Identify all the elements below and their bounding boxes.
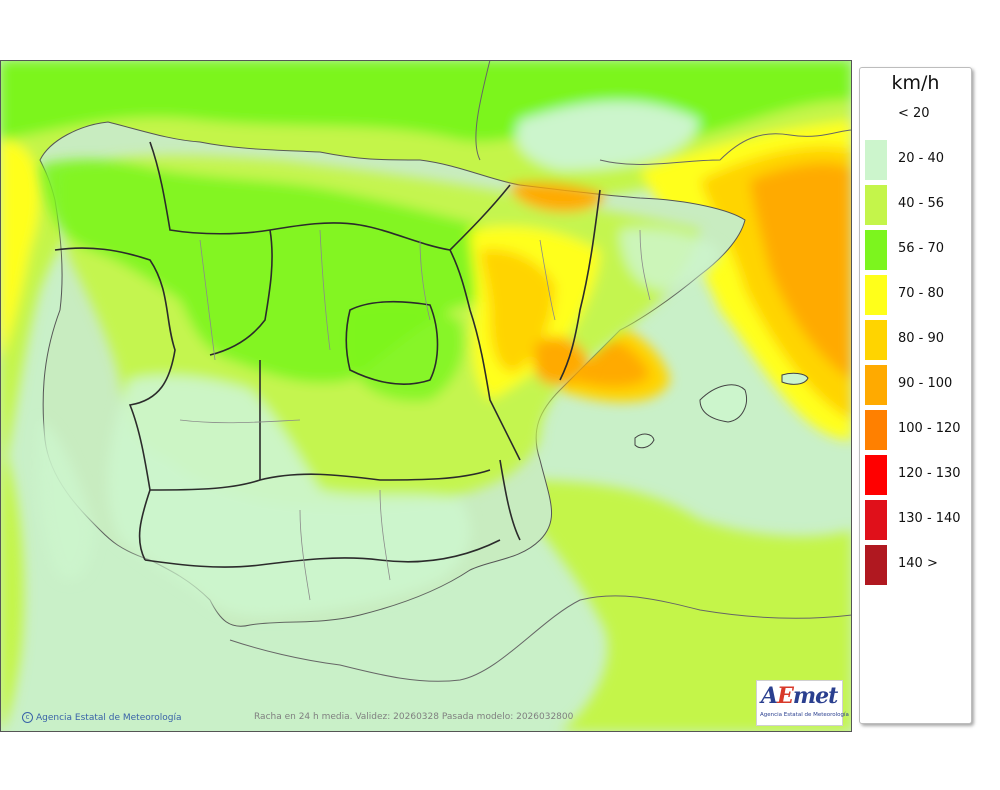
- legend-item: 90 - 100: [860, 365, 971, 405]
- legend-label: 90 - 100: [898, 376, 953, 391]
- logo-mark-a: A: [761, 683, 778, 709]
- land-gust-80-90-ebro: [480, 249, 555, 372]
- legend-label: 130 - 140: [898, 511, 961, 526]
- legend-panel: km/h < 20 20 - 40 40 - 56 56 - 70 70 - 80 80 …: [859, 67, 972, 724]
- legend-label: 120 - 130: [898, 466, 961, 481]
- land-gust-90-100-pyrenees: [510, 183, 605, 212]
- legend-label: 70 - 80: [898, 286, 945, 301]
- africa-coastline: [229, 595, 852, 682]
- legend-item: 80 - 90: [860, 320, 971, 360]
- legend-unit: km/h: [891, 72, 940, 94]
- logo-mark-rest: met: [792, 683, 838, 709]
- copyright-text: Agencia Estatal de Meteorología: [36, 713, 182, 723]
- legend-label: 80 - 90: [898, 331, 945, 346]
- legend-swatch: [865, 140, 887, 180]
- map-caption: Racha en 24 h media. Validez: 20260328 P…: [254, 712, 574, 722]
- legend-item: 100 - 120: [860, 410, 971, 450]
- land-gust-56-70-central: [346, 304, 464, 402]
- legend-item: 20 - 40: [860, 140, 971, 180]
- france-coastline: [475, 60, 852, 165]
- legend-item: 40 - 56: [860, 185, 971, 225]
- legend-item: 70 - 80: [860, 275, 971, 315]
- legend-swatch: [865, 545, 887, 585]
- wind-gust-map: [0, 60, 852, 732]
- legend-label: 20 - 40: [898, 151, 945, 166]
- legend-label: 140 >: [898, 556, 938, 571]
- legend-item: 130 - 140: [860, 500, 971, 540]
- gust-zone-20-40-biscay: [516, 101, 700, 170]
- legend-swatch: [865, 95, 887, 135]
- ibiza-island: [634, 433, 655, 449]
- legend-swatch: [865, 185, 887, 225]
- gust-zone-70-80-atlantic: [0, 140, 40, 360]
- legend-swatch: [865, 500, 887, 540]
- legend-swatch: [865, 320, 887, 360]
- mallorca-island: [699, 384, 747, 423]
- legend-item: 120 - 130: [860, 455, 971, 495]
- legend-label: < 20: [898, 106, 930, 121]
- legend-swatch: [865, 410, 887, 450]
- copyright-notice: c Agencia Estatal de Meteorología: [22, 712, 182, 723]
- province-borders: [179, 229, 651, 601]
- aemet-logo-text: Agencia Estatal de Meteorología: [760, 712, 849, 718]
- legend-label: 56 - 70: [898, 241, 945, 256]
- gust-zone-90-100-gulf-lion: [750, 163, 852, 380]
- aemet-logo-mark: AEmet: [761, 683, 838, 709]
- logo-mark-e: E: [777, 683, 794, 709]
- legend-swatch: [865, 275, 887, 315]
- land-gust-90-100-castellon: [533, 336, 590, 385]
- land-gust-20-40-west-coast: [38, 420, 95, 580]
- legend-label: 40 - 56: [898, 196, 945, 211]
- legend-swatch: [865, 365, 887, 405]
- aemet-logo: AEmet Agencia Estatal de Meteorología: [756, 680, 849, 726]
- land-gust-20-40-south: [107, 375, 471, 617]
- land-gust-20-40-ebro-east: [620, 228, 720, 290]
- legend-label: 100 - 120: [898, 421, 961, 436]
- legend-swatch: [865, 455, 887, 495]
- legend-item: < 20: [860, 95, 971, 135]
- legend-item: 140 >: [860, 545, 971, 585]
- copyright-icon: c: [22, 712, 33, 723]
- regional-borders: [54, 141, 601, 568]
- legend-item: 56 - 70: [860, 230, 971, 270]
- gust-zone-40-56-south: [500, 480, 852, 732]
- legend-swatch: [865, 230, 887, 270]
- gust-zone-40-56-west: [0, 440, 24, 732]
- menorca-island: [781, 372, 809, 385]
